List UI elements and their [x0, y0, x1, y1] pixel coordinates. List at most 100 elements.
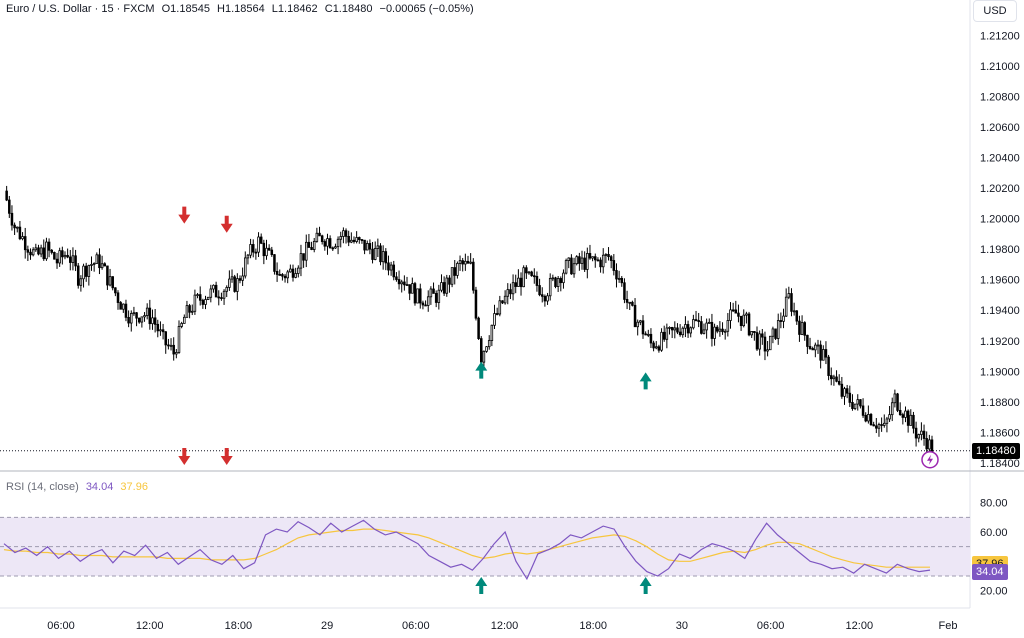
candle-body	[339, 236, 342, 240]
candle-body	[851, 401, 854, 409]
candle-body	[421, 302, 425, 306]
candle-body	[784, 296, 788, 317]
candle-body	[506, 289, 510, 297]
price-tick-label: 1.19800	[980, 244, 1020, 256]
candle-body	[196, 294, 199, 297]
candle-body	[55, 258, 59, 264]
candle-body	[270, 249, 274, 255]
candle-body	[890, 402, 894, 416]
candle-body	[827, 356, 830, 376]
ohlc-close-value: 1.18480	[332, 3, 373, 15]
candle-body	[358, 237, 361, 240]
candle-body	[609, 256, 613, 261]
price-tick-label: 1.20600	[980, 122, 1020, 134]
candle-body	[376, 245, 380, 249]
candle-body	[400, 281, 403, 285]
candle-body	[883, 422, 886, 426]
candle-body	[898, 409, 902, 416]
candle-body	[753, 331, 756, 333]
candle-body	[222, 290, 226, 299]
candle-body	[344, 230, 348, 237]
candle-body	[251, 244, 255, 253]
candle-body	[310, 247, 313, 250]
buy-arrow	[475, 361, 488, 379]
time-tick-label: 18:00	[225, 620, 253, 632]
candle-body	[601, 254, 605, 268]
ohlc-close-label: C	[324, 3, 333, 15]
candle-body	[384, 251, 388, 264]
candle-body	[241, 275, 244, 281]
candle-body	[106, 265, 109, 286]
sell-arrow-bottom	[178, 448, 191, 465]
ohlc-open-value: 1.18545	[170, 3, 210, 15]
price-tick-label: 1.18400	[980, 458, 1020, 470]
candle-body	[461, 260, 464, 265]
candle-body	[904, 410, 907, 418]
candle-body	[185, 305, 189, 318]
candle-body	[334, 246, 337, 249]
candle-body	[530, 271, 533, 277]
candle-body	[214, 284, 218, 298]
candle-body	[392, 264, 396, 278]
candle-body	[519, 277, 523, 288]
candle-body	[700, 321, 703, 334]
candle-body	[522, 267, 525, 288]
time-tick-label: 29	[321, 620, 333, 632]
candle-body	[750, 331, 753, 336]
candle-body	[758, 333, 761, 350]
candle-body	[286, 271, 289, 279]
time-tick-label: Feb	[939, 620, 958, 632]
candle-body	[469, 261, 472, 264]
candle-body	[702, 329, 706, 334]
candle-body	[328, 238, 332, 249]
candle-body	[180, 322, 183, 327]
candle-body	[365, 243, 369, 251]
candle-body	[647, 333, 650, 336]
candle-body	[458, 260, 462, 264]
candle-body	[517, 277, 520, 287]
candle-body	[45, 241, 48, 260]
candle-body	[615, 270, 618, 280]
candle-body	[419, 288, 422, 304]
last-price-tag: 1.18480	[972, 442, 1020, 459]
candle-body	[485, 346, 488, 352]
candle-body	[715, 326, 719, 332]
candle-body	[845, 388, 849, 394]
candle-body	[90, 264, 93, 266]
buy-arrow-rsi	[639, 577, 652, 594]
candle-body	[803, 322, 806, 336]
candle-body	[766, 349, 769, 352]
candle-body	[628, 301, 631, 304]
candle-body	[490, 324, 494, 341]
candle-body	[411, 283, 414, 294]
candle-body	[835, 376, 838, 382]
candle-body	[440, 282, 443, 291]
candle-body	[238, 278, 242, 281]
candle-body	[135, 312, 138, 319]
candle-body	[678, 331, 682, 336]
currency-button[interactable]: USD	[973, 0, 1017, 22]
candle-body	[713, 326, 716, 339]
price-tick-label: 1.20000	[980, 214, 1020, 226]
candle-body	[689, 327, 692, 334]
price-tick-label: 1.19200	[980, 336, 1020, 348]
candle-body	[5, 190, 8, 201]
candle-body	[69, 256, 72, 263]
candle-body	[405, 284, 409, 287]
candle-body	[466, 260, 470, 264]
candle-body	[665, 327, 669, 340]
candle-body	[527, 271, 531, 274]
candle-body	[82, 265, 85, 280]
candle-body	[76, 265, 80, 286]
candle-body	[37, 247, 40, 255]
candle-body	[342, 230, 345, 237]
candle-body	[275, 270, 279, 275]
candle-body	[652, 342, 655, 349]
price-tick-label: 1.21200	[980, 30, 1020, 42]
candle-body	[479, 338, 483, 363]
candle-body	[140, 316, 144, 323]
candle-body	[299, 253, 303, 269]
candle-body	[209, 288, 213, 298]
